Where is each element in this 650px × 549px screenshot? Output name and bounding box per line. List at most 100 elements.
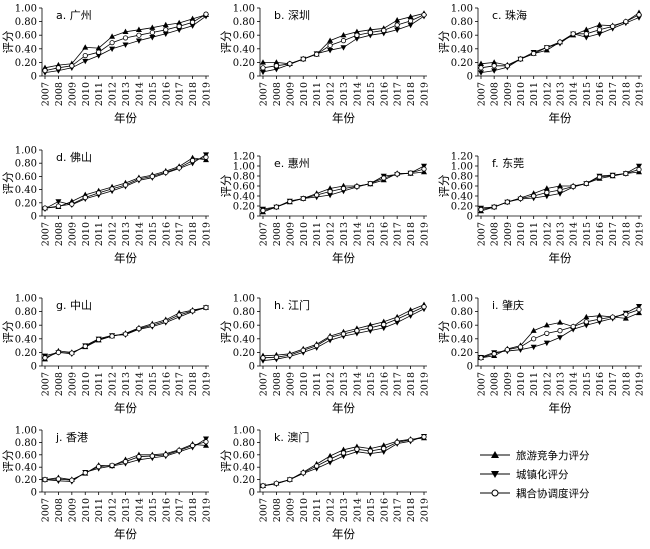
- data-point: [340, 450, 347, 456]
- data-point: [300, 470, 306, 476]
- x-tick-label: 2018: [188, 498, 199, 522]
- data-point: [583, 323, 590, 329]
- x-tick-label: 2008: [490, 222, 501, 246]
- data-point: [135, 457, 142, 463]
- data-point: [163, 452, 169, 458]
- data-point: [367, 325, 373, 331]
- y-tick-label: 0.60: [15, 321, 37, 332]
- x-tick-label: 2014: [352, 222, 363, 246]
- y-tick-label: 1.00: [233, 294, 255, 305]
- data-point: [636, 303, 642, 310]
- x-tick-label: 2007: [259, 372, 270, 396]
- data-point: [407, 437, 414, 443]
- x-tick-label: 2019: [420, 372, 431, 396]
- y-tick-label: 0: [31, 488, 37, 499]
- data-point: [380, 442, 387, 448]
- x-tick-label: 2016: [595, 372, 606, 396]
- x-tick-label: 2011: [529, 372, 540, 396]
- data-point: [491, 351, 497, 357]
- triangle-up-marker-icon: [480, 451, 510, 458]
- data-point: [149, 453, 155, 459]
- y-tick-label: 1.20: [451, 152, 473, 163]
- data-point: [109, 46, 116, 52]
- data-point: [109, 40, 115, 46]
- data-point: [109, 333, 115, 339]
- data-point: [82, 343, 88, 349]
- x-tick-label: 2009: [285, 498, 296, 522]
- y-tick-label: 0.60: [451, 31, 473, 42]
- legend-label-coupling: 耦合协调度评分: [516, 487, 590, 500]
- data-point: [122, 182, 129, 188]
- x-tick-label: 2019: [202, 372, 213, 396]
- data-point: [55, 476, 62, 482]
- data-point: [570, 31, 576, 37]
- y-tick-label: 1.00: [15, 294, 37, 305]
- x-tick-label: 2016: [379, 372, 390, 396]
- x-tick-label: 2019: [202, 498, 213, 522]
- data-point: [176, 447, 182, 454]
- data-point: [176, 27, 183, 33]
- y-axis-title: 评分: [1, 320, 15, 343]
- y-axis-title: 评分: [1, 449, 15, 472]
- y-axis-title: 评分: [219, 30, 233, 53]
- y-tick-label: 1.00: [15, 4, 37, 15]
- x-tick-label: 2016: [161, 82, 172, 106]
- x-tick-label: 2017: [608, 82, 619, 106]
- x-tick-label: 2013: [121, 82, 132, 106]
- y-tick-label: 0: [467, 362, 473, 373]
- data-point: [596, 316, 603, 322]
- data-point: [544, 44, 550, 51]
- data-point: [491, 68, 498, 74]
- panel-title: g. 中山: [56, 299, 92, 312]
- data-point: [531, 50, 537, 57]
- data-point: [273, 59, 280, 65]
- x-tick-label: 2007: [41, 498, 52, 522]
- data-point: [478, 206, 484, 213]
- y-tick-label: 0.20: [15, 348, 37, 359]
- data-point: [517, 344, 524, 350]
- data-point: [478, 60, 484, 66]
- data-point: [583, 313, 590, 320]
- data-point: [136, 32, 142, 38]
- x-tick-label: 2010: [516, 372, 527, 396]
- data-point: [314, 192, 320, 198]
- data-point: [162, 21, 169, 28]
- y-tick-label: 0: [249, 488, 255, 499]
- y-tick-label: 0.80: [233, 17, 255, 28]
- data-point: [327, 188, 333, 195]
- x-tick-label: 2012: [542, 372, 553, 396]
- data-point: [42, 205, 48, 211]
- data-point: [163, 27, 169, 33]
- y-tick-label: 0.80: [15, 17, 37, 28]
- data-point: [623, 170, 629, 177]
- data-point: [203, 439, 209, 445]
- panel-title: b. 深圳: [274, 9, 310, 22]
- data-point: [596, 31, 603, 38]
- x-axis-title: 年份: [114, 111, 137, 125]
- x-tick-label: 2011: [312, 498, 323, 522]
- data-point: [135, 38, 142, 44]
- series-line: [262, 436, 425, 487]
- data-point: [407, 18, 414, 24]
- data-point: [394, 320, 401, 326]
- data-point: [327, 456, 333, 462]
- data-point: [149, 322, 155, 328]
- data-point: [287, 198, 293, 205]
- y-tick-label: 0.80: [451, 307, 473, 318]
- data-point: [327, 47, 334, 54]
- y-axis-title: 评分: [437, 320, 451, 343]
- x-tick-label: 2014: [352, 372, 363, 396]
- y-tick-label: 0.80: [233, 438, 255, 449]
- data-point: [421, 434, 427, 440]
- data-point: [314, 463, 320, 469]
- x-tick-label: 2008: [54, 82, 65, 106]
- x-tick-label: 2015: [148, 82, 159, 106]
- y-tick-label: 0.60: [233, 182, 255, 193]
- x-tick-label: 2009: [503, 82, 514, 106]
- x-tick-label: 2014: [569, 82, 580, 106]
- y-axis-title: 评分: [437, 174, 451, 197]
- x-tick-label: 2012: [326, 372, 337, 396]
